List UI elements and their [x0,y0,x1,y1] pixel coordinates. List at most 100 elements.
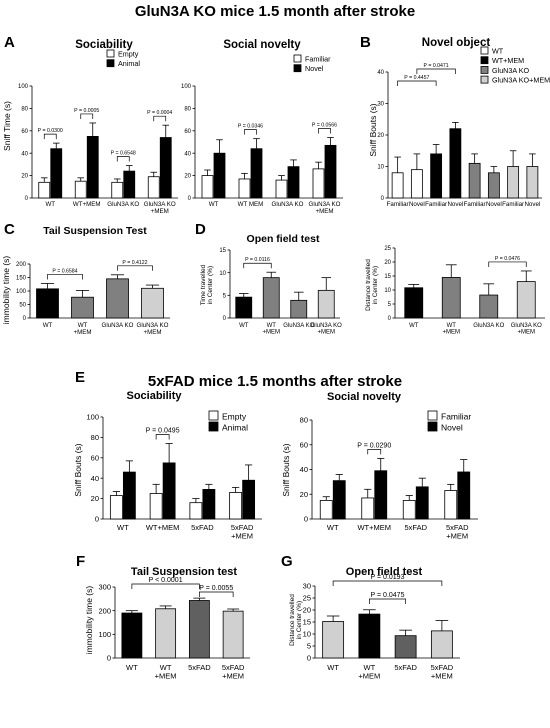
legend-label: Familiar [305,55,331,64]
category-label: GluN3A KO +MEM [137,322,169,336]
bar [516,281,536,319]
significance-bracket [243,262,272,269]
panel-letter: F [76,553,85,570]
y-tick-label: 10 [377,165,384,171]
y-tick-label: 200 [98,606,111,615]
bar [507,166,520,199]
p-value-label: P = 0.0004 [147,110,172,116]
y-tick-label: 60 [91,453,99,462]
chart-D1: Open field test D 0 5 10 15 Time travelledin C… [195,221,342,336]
bar-familiar [319,500,333,520]
bar [188,600,210,659]
category-label: WT [117,523,129,532]
chart-title: Open field test [247,233,320,245]
p-value-label: P = 0.0055 [199,585,233,592]
y-axis-label: Sniff Bouts (s) [73,443,83,496]
category-label: WT+MEM [442,323,460,336]
bar [430,153,443,199]
bar-novel [287,166,300,199]
legend-swatch [480,46,489,55]
y-tick-label: 20 [300,490,308,499]
category-label: WT [126,663,138,672]
category-label: Familiar [464,201,486,208]
y-tick-label: 0 [23,316,27,322]
category-label: WT [239,323,249,329]
category-label: WT [43,322,53,329]
bar-empty [229,492,243,520]
y-tick-label: 20 [303,606,311,615]
p-value-label: P = 0.0193 [371,574,405,581]
bar [394,635,417,659]
panel-letter: C [4,221,15,238]
p-value-label: P = 0.0346 [238,124,263,130]
category-label: WT [45,201,55,208]
legend-label: Animal [118,59,140,68]
y-tick-label: 300 [98,583,111,592]
bar [141,287,164,319]
y-tick-label: 100 [98,630,111,639]
bar-animal [86,135,99,199]
y-tick-label: 0 [107,654,111,663]
chart-title: Sociability [75,39,133,51]
y-tick-label: 200 [16,262,27,268]
legend-swatch [480,75,489,84]
significance-bracket [416,68,456,74]
significance-bracket [153,115,167,122]
chart-title: Tail Suspension Test [43,225,147,237]
bar-familiar [312,168,325,199]
bar-animal [202,489,216,520]
category-label: Familiar [387,201,409,208]
category-label: GluN3A KO +MEM [311,323,342,336]
y-tick-label: 0 [304,515,308,524]
panel-letter: E [75,369,85,386]
significance-bracket [367,449,382,455]
category-label: GluN3A KO [102,322,134,329]
significance-bracket [80,113,94,119]
bar [391,172,404,199]
y-axis-label: Sniff Bouts (s) [368,103,378,156]
y-axis-label: immobility time (s) [84,586,94,655]
bar [71,296,94,319]
bar-familiar [275,179,288,199]
y-tick-label: 25 [303,594,311,603]
p-value-label: P = 0.4122 [122,260,147,266]
y-tick-label: 10 [303,630,311,639]
legend-label: GluN3A KO [492,66,530,75]
y-tick-label: 15 [303,618,311,627]
category-label: WT MEM [238,201,264,208]
chart-C: Tail Suspension Test C 0 50 100 150 200 immobil… [1,221,170,336]
category-label: GluN3A KO [283,323,314,329]
category-label: 5xFAD +MEM [431,663,454,680]
y-tick-label: 30 [303,582,311,591]
category-label: WT [209,201,219,208]
y-tick-label: 80 [91,433,99,442]
panel-letter: G [281,553,293,570]
category-label: WT+MEM [73,201,101,208]
p-value-label: P = 0.6548 [111,151,136,157]
category-label: 5xFAD +MEM [446,523,469,540]
bar-novel [457,471,471,520]
category-label: GluN3A KO +MEM [144,201,176,215]
y-tick-label: 5 [223,293,227,299]
section-title-bottom: 5xFAD mice 1.5 months after stroke [148,373,402,390]
y-tick-label: 40 [377,70,384,76]
bar [404,287,424,319]
category-label: WT [409,323,419,329]
y-tick-label: 40 [91,474,99,483]
legend-label: Familiar [441,412,471,422]
y-tick-label: 40 [21,151,28,157]
y-tick-label: 25 [384,246,391,252]
bar [121,612,143,659]
bar-familiar [402,500,416,520]
significance-bracket [488,261,527,267]
p-value-label: P = 0.0471 [424,63,449,69]
legend-swatch [480,66,489,74]
legend-swatch [208,421,219,432]
chart-A2: Social novelty 0 20 40 60 80 100 WT WT MEM GluN3A… [181,39,343,215]
p-value-label: P = 0.0116 [245,257,270,263]
legend-swatch [480,56,489,65]
y-tick-label: 150 [16,276,27,282]
bar-novel [332,480,346,520]
category-label: Novel [447,201,463,208]
category-label: WT+MEM [358,663,380,680]
